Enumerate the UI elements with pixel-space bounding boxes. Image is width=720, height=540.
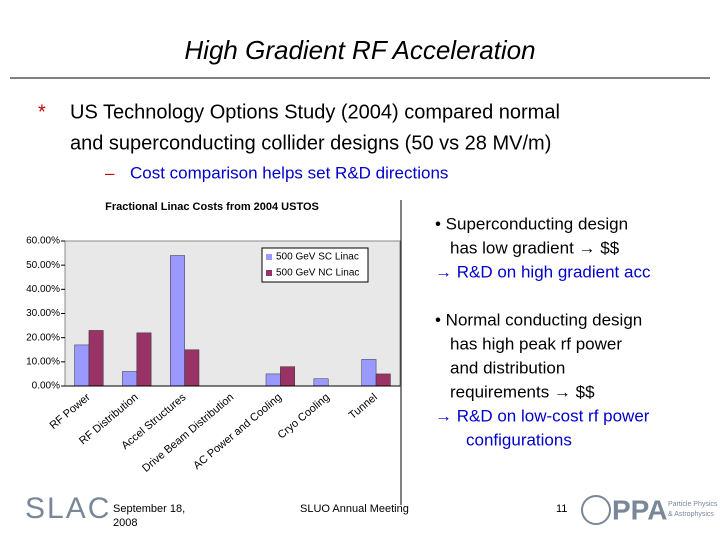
x-tick-label: Tunnel — [347, 391, 380, 422]
y-tick-label: 60.00% — [26, 236, 60, 247]
bar — [375, 373, 391, 387]
bar — [184, 349, 200, 387]
note: requirements → $$ — [450, 382, 595, 401]
slide-title: High Gradient RF Acceleration — [184, 35, 535, 65]
legend-label: 500 GeV SC Linac — [276, 252, 359, 263]
bar — [122, 371, 138, 387]
bar — [170, 255, 185, 387]
bullet-text: US Technology Options Study (2004) compa… — [70, 101, 560, 123]
footer-date: September 18, — [113, 503, 185, 515]
x-tick-label: Drive Beam Distribution — [140, 391, 236, 474]
note: • Normal conducting design — [435, 310, 642, 329]
note: → R&D on high gradient acc — [435, 262, 651, 281]
y-tick-label: 20.00% — [26, 332, 60, 343]
legend-swatch — [266, 270, 272, 276]
chart-title: Fractional Linac Costs from 2004 USTOS — [105, 201, 319, 213]
note: → R&D on low-cost rf power — [435, 406, 650, 425]
legend-swatch — [266, 254, 272, 260]
sub-marker: – — [105, 163, 115, 182]
ppa-text: & Astrophysics — [668, 511, 714, 518]
bar — [136, 332, 152, 387]
y-tick-label: 0.00% — [32, 381, 60, 392]
x-tick-label: RF Power — [48, 391, 93, 432]
y-tick-label: 10.00% — [26, 356, 60, 367]
x-tick-label: Cryo Cooling — [276, 391, 332, 441]
bullet-text: and superconducting collider designs (50… — [70, 132, 551, 154]
slac-logo: SLAC — [25, 492, 111, 525]
bar — [280, 366, 295, 387]
footer-date: 2008 — [113, 517, 137, 529]
bar — [265, 373, 281, 387]
y-tick-label: 30.00% — [26, 308, 60, 319]
bar — [361, 359, 377, 387]
y-tick-label: 40.00% — [26, 284, 60, 295]
bar — [313, 378, 329, 387]
y-tick-label: 50.00% — [26, 260, 60, 271]
note: • Superconducting design — [435, 214, 628, 233]
note: has high peak rf power — [450, 334, 622, 353]
bullet-marker: * — [38, 101, 46, 123]
footer-page: 11 — [556, 503, 567, 515]
bar — [74, 344, 90, 387]
ppa-logo: PPA — [612, 494, 668, 525]
ppa-emblem — [581, 495, 611, 525]
bar — [88, 330, 104, 387]
ppa-text: Particle Physics — [668, 501, 718, 508]
footer-meeting: SLUO Annual Meeting — [300, 503, 409, 515]
note: configurations — [466, 430, 572, 449]
legend-label: 500 GeV NC Linac — [276, 268, 359, 279]
note: has low gradient → $$ — [450, 238, 620, 257]
legend-box — [261, 247, 369, 283]
sub-text: Cost comparison helps set R&D directions — [130, 163, 448, 182]
x-tick-label: AC Power and Cooling — [191, 391, 284, 472]
note: and distribution — [450, 358, 565, 377]
